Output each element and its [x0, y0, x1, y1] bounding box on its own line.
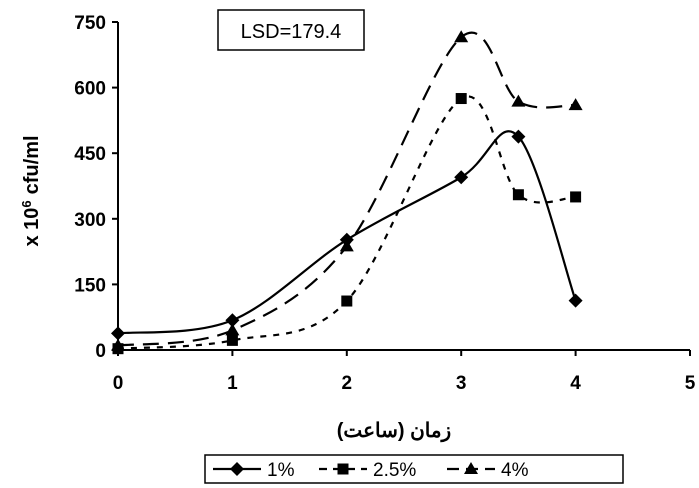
y-axis-title-exponent: 6	[19, 200, 34, 207]
lsd-annotation-box	[217, 9, 365, 51]
legend: 1% 2.5% 4%	[204, 454, 624, 484]
x-axis-ticks: 0 1 2 3 4 5	[113, 350, 696, 394]
y-tick-label: 300	[74, 210, 106, 231]
y-axis-ticks: 0 150 300 450 600 750	[74, 13, 118, 362]
data-point	[454, 170, 469, 185]
data-point	[568, 293, 583, 308]
data-point	[225, 323, 240, 336]
legend-item: 2.5%	[319, 460, 416, 481]
data-point	[512, 189, 524, 201]
x-tick-label: 2	[342, 373, 353, 394]
y-tick-label: 0	[95, 341, 106, 362]
x-tick-label: 3	[456, 373, 467, 394]
data-point	[511, 94, 526, 107]
y-axis-title-prefix: x 10	[21, 208, 43, 247]
series-line	[117, 95, 576, 350]
data-point	[339, 239, 354, 252]
y-tick-label: 450	[74, 144, 106, 165]
legend-item: 4%	[447, 460, 529, 481]
legend-marker	[337, 463, 349, 475]
data-point	[226, 334, 238, 346]
legend-marker	[230, 462, 244, 476]
data-point	[341, 295, 353, 307]
x-tick-label: 1	[227, 373, 238, 394]
legend-label: 2.5%	[373, 460, 416, 481]
x-tick-label: 0	[113, 373, 124, 394]
y-axis-title: x 106 cfu/ml	[19, 135, 44, 246]
data-point	[570, 191, 582, 203]
lsd-annotation-text: LSD=179.4	[241, 21, 342, 43]
series-layer	[111, 30, 583, 355]
data-point	[568, 98, 583, 111]
data-point	[454, 30, 469, 43]
data-point	[511, 129, 526, 144]
legend-label: 1%	[267, 460, 295, 481]
y-tick-label: 150	[74, 275, 106, 296]
x-axis-title: زمان (ساعت)	[337, 420, 451, 443]
y-tick-label: 750	[74, 13, 106, 34]
x-tick-label: 5	[685, 373, 696, 394]
data-point	[455, 93, 467, 105]
y-axis-title-unit: cfu/ml	[21, 135, 43, 194]
y-tick-label: 600	[74, 79, 106, 100]
legend-box	[204, 454, 624, 484]
x-tick-label: 4	[570, 373, 581, 394]
legend-item: 1%	[213, 460, 295, 481]
legend-label: 4%	[501, 460, 529, 481]
series-0	[111, 129, 583, 341]
data-point	[225, 313, 240, 328]
lsd-annotation: LSD=179.4	[217, 9, 365, 51]
legend-marker	[464, 462, 478, 474]
